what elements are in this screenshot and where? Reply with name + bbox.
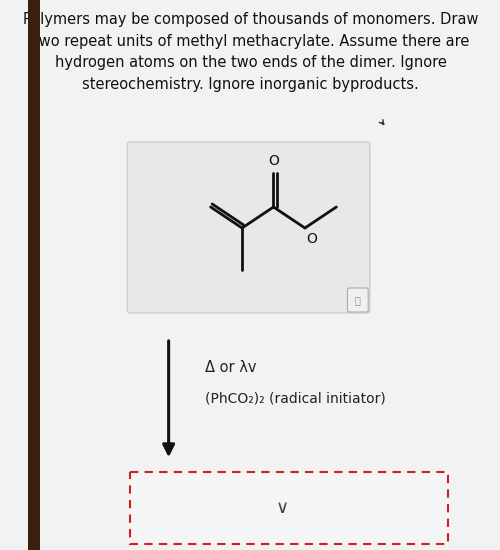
Text: Δ or λv: Δ or λv [205,360,256,376]
Text: Polymers may be composed of thousands of monomers. Draw
two repeat units of meth: Polymers may be composed of thousands of… [23,12,478,92]
Text: ∨: ∨ [276,499,289,517]
Text: (PhCO₂)₂ (radical initiator): (PhCO₂)₂ (radical initiator) [205,391,386,405]
Text: O: O [306,232,318,246]
FancyBboxPatch shape [348,288,368,312]
Text: 🔍: 🔍 [355,295,361,305]
Bar [28,0,40,550]
Bar [130,472,448,544]
FancyBboxPatch shape [127,142,370,313]
Text: O: O [268,153,279,168]
